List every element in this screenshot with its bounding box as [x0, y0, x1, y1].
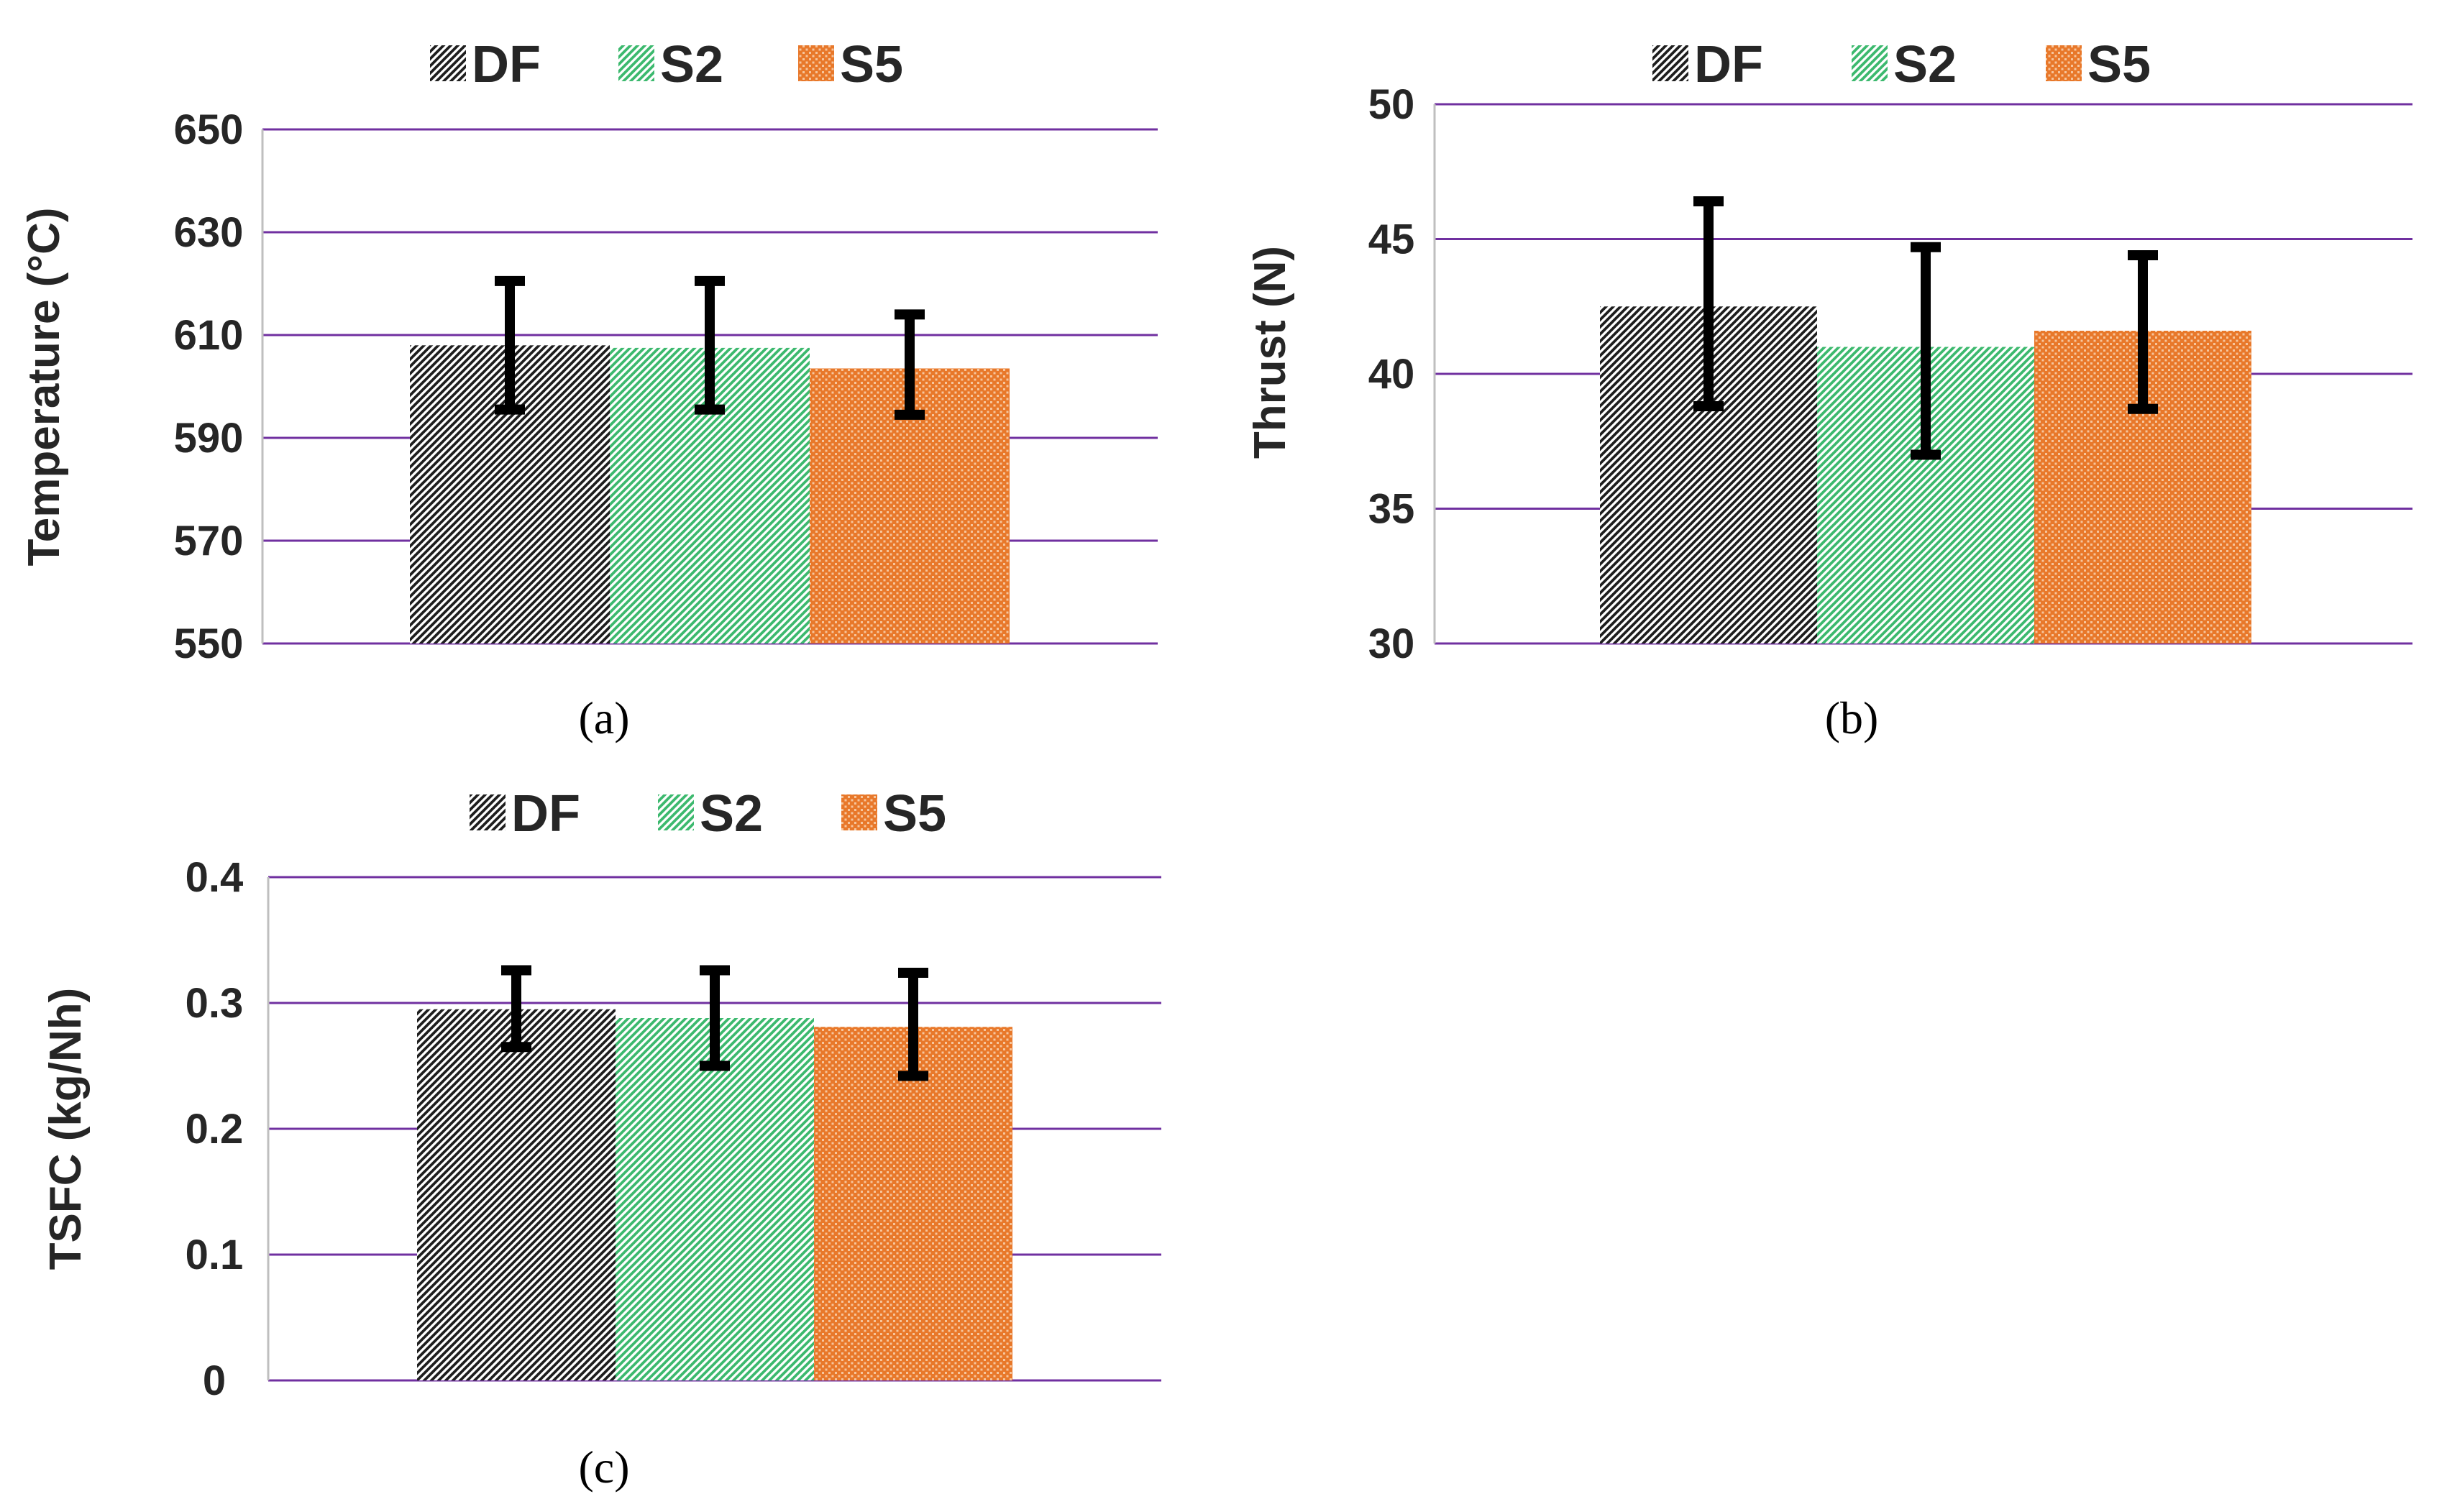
- y-tick-label: 570: [174, 518, 244, 564]
- y-tick-label: 650: [174, 106, 244, 153]
- y-axis-title: TSFC (kg/Nh): [41, 988, 91, 1270]
- error-bar-df: [1693, 196, 1724, 411]
- y-tick-label: 0.2: [186, 1106, 244, 1153]
- legend-swatch-s2: [1852, 45, 1888, 81]
- chart-panel-b: 30 35 40 45 50 Thrust (N) DF S2 S5 (b): [1245, 36, 2412, 743]
- legend-label-df: DF: [511, 785, 580, 843]
- legend-label-s2: S2: [1893, 36, 1957, 93]
- error-bar-s2: [1911, 242, 1941, 460]
- chart-panel-c: 0 0.1 0.2 0.3 0.4 TSFC (kg/Nh) DF S2 S5 (c): [41, 785, 1161, 1493]
- legend-label-s2: S2: [660, 36, 723, 93]
- y-tick-label: 630: [174, 209, 244, 256]
- legend-label-s5: S5: [883, 785, 946, 843]
- error-bar-s5: [2128, 250, 2158, 414]
- legend-swatch-s5: [798, 45, 834, 81]
- error-bar-s5: [898, 968, 928, 1081]
- y-tick-label: 40: [1368, 351, 1415, 398]
- panel-label: (b): [1825, 692, 1879, 743]
- legend-label-s5: S5: [840, 36, 903, 93]
- panel-label: (c): [578, 1442, 629, 1493]
- bar-s2: [616, 1018, 814, 1380]
- legend-swatch-df: [470, 794, 506, 830]
- y-tick-label: 50: [1368, 81, 1415, 128]
- legend: DF S2 S5: [1652, 36, 2151, 93]
- y-tick-label: 610: [174, 312, 244, 359]
- y-tick-label: 45: [1368, 216, 1415, 263]
- legend: DF S2 S5: [430, 36, 903, 93]
- legend-swatch-s5: [2046, 45, 2082, 81]
- legend-label-s2: S2: [700, 785, 763, 843]
- error-bar-s2: [700, 965, 730, 1071]
- legend-swatch-s2: [658, 794, 694, 830]
- bar-df: [417, 1009, 616, 1380]
- y-tick-label: 30: [1368, 620, 1415, 667]
- legend-label-df: DF: [472, 36, 541, 93]
- legend-swatch-df: [430, 45, 466, 81]
- bar-s5: [814, 1027, 1012, 1380]
- error-bar-s5: [895, 309, 925, 420]
- y-tick-label: 35: [1368, 486, 1415, 533]
- error-bar-df: [501, 965, 531, 1053]
- error-bar-df: [495, 275, 525, 415]
- error-bar-s2: [695, 275, 725, 415]
- y-tick-label: 0.4: [186, 854, 244, 901]
- legend-swatch-s5: [841, 794, 877, 830]
- y-tick-label: 590: [174, 415, 244, 462]
- legend-label-df: DF: [1694, 36, 1763, 93]
- legend: DF S2 S5: [470, 785, 946, 843]
- y-axis-title: Temperature (°C): [19, 207, 69, 566]
- y-tick-label: 0.3: [186, 980, 244, 1027]
- panel-label: (a): [578, 692, 629, 743]
- y-axis-title: Thrust (N): [1245, 246, 1295, 459]
- y-tick-label: 0.1: [186, 1232, 244, 1278]
- legend-swatch-df: [1652, 45, 1688, 81]
- legend-label-s5: S5: [2087, 36, 2151, 93]
- y-tick-label: 0: [203, 1357, 226, 1404]
- legend-swatch-s2: [618, 45, 654, 81]
- chart-panel-a: 550 570 590 610 630 650 Temperature (°C) DF S2 S5…: [19, 36, 1158, 743]
- y-tick-label: 550: [174, 620, 244, 667]
